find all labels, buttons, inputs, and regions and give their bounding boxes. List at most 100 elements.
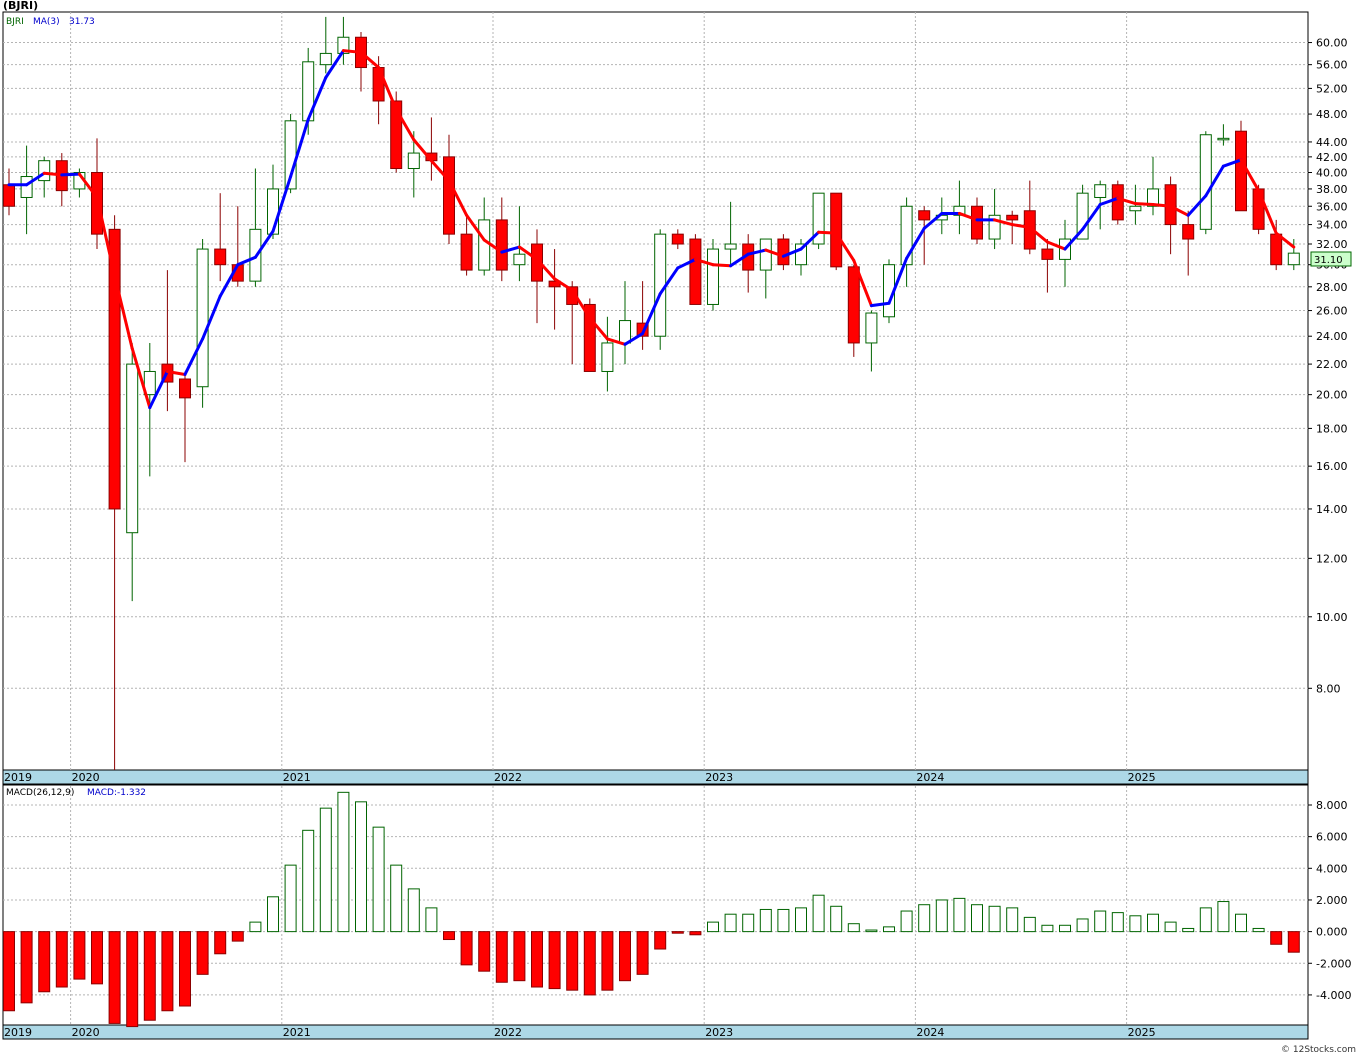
- ma-segment: [77, 172, 99, 199]
- candle: [847, 264, 860, 357]
- macd-bar: [55, 931, 68, 988]
- macd-bar: [337, 791, 350, 933]
- macd-bar: [671, 931, 684, 934]
- candle: [601, 316, 614, 392]
- price-tick-label: 22.00: [1316, 358, 1348, 371]
- macd-bar: [1182, 927, 1195, 933]
- macd-tick-label: 4.000: [1316, 862, 1348, 875]
- ma-segment: [905, 226, 926, 260]
- candle-body: [777, 238, 790, 266]
- macd-bar: [636, 931, 649, 975]
- candle: [1182, 210, 1195, 276]
- macd-bar: [284, 864, 297, 933]
- candle-body: [478, 219, 491, 271]
- candle-body: [971, 205, 983, 240]
- price-tick-label: 56.00: [1316, 59, 1348, 72]
- ma-segment: [253, 229, 275, 259]
- macd-bar: [601, 931, 614, 991]
- candle-body: [3, 184, 15, 207]
- macd-bar: [1287, 931, 1300, 953]
- ma-segment: [1028, 225, 1049, 244]
- candle-body: [319, 52, 332, 66]
- price-tick-label: 8.00: [1316, 682, 1341, 695]
- candle: [812, 192, 825, 250]
- year-label: 2021: [283, 1026, 311, 1039]
- ma-segment: [465, 213, 486, 242]
- ma-segment: [236, 255, 257, 267]
- price-tick-label: 26.00: [1316, 305, 1348, 318]
- ma-segment: [729, 252, 750, 268]
- ma-segment: [869, 301, 891, 308]
- ma-segment: [306, 76, 328, 121]
- candle-body: [707, 248, 719, 305]
- candle: [196, 239, 209, 408]
- ma-segment: [482, 238, 504, 254]
- macd-bar: [1235, 913, 1247, 933]
- ma-segment: [500, 245, 521, 254]
- ma-segment: [799, 230, 821, 251]
- ma-legend-label: MA(3): [33, 17, 60, 27]
- candle: [143, 342, 156, 477]
- macd-bar: [548, 931, 561, 990]
- year-label: 2021: [283, 771, 311, 784]
- macd-bar: [654, 931, 667, 950]
- ma-segment: [183, 337, 205, 376]
- price-tick-label: 42.00: [1316, 151, 1348, 164]
- candle: [513, 206, 526, 282]
- macd-bar: [795, 907, 807, 933]
- candle-body: [1270, 233, 1283, 266]
- macd-bar: [830, 905, 843, 933]
- macd-bar: [231, 931, 244, 942]
- macd-bar: [1164, 921, 1177, 933]
- candle-body: [583, 303, 596, 372]
- candle: [865, 310, 878, 372]
- ma-segment: [517, 245, 539, 261]
- ma-segment: [95, 195, 117, 278]
- ma-segment: [570, 288, 592, 320]
- ma-segment: [377, 66, 398, 111]
- macd-bar: [777, 908, 790, 933]
- candle: [566, 281, 579, 365]
- candle: [1023, 180, 1036, 255]
- candle: [460, 215, 473, 276]
- candle: [179, 371, 191, 463]
- ma-segment: [852, 258, 873, 308]
- macd-legend-label: MACD(26,12,9): [6, 788, 74, 798]
- year-label: 2019: [4, 771, 32, 784]
- ma-segment: [553, 277, 574, 292]
- macd-year-labels: 2019 2020 2021 2022 2023 2024 2025: [4, 1026, 1156, 1039]
- price-tick-label: 32.00: [1316, 238, 1348, 251]
- candle-body: [513, 253, 526, 266]
- price-tick-label: 10.00: [1316, 611, 1348, 624]
- macd-bar: [390, 864, 403, 933]
- macd-bar: [302, 829, 315, 933]
- price-tick-label: 12.00: [1316, 552, 1348, 565]
- ma-segment: [447, 179, 469, 217]
- candle-body: [918, 210, 931, 221]
- candle: [337, 16, 350, 65]
- year-label: 2024: [916, 771, 944, 784]
- candle: [1111, 180, 1124, 225]
- candle: [671, 229, 684, 250]
- candle-body: [407, 152, 420, 170]
- macd-bar: [161, 931, 174, 1012]
- candle: [707, 239, 719, 311]
- candle-body: [900, 205, 913, 266]
- candle-body: [812, 192, 825, 245]
- ma-segment: [1010, 223, 1032, 229]
- price-panel: [2, 11, 1309, 773]
- price-tick-label: 44.00: [1316, 136, 1348, 149]
- macd-bar: [20, 931, 33, 1004]
- macd-bar: [319, 807, 332, 933]
- ma-segment: [993, 218, 1014, 227]
- macd-bar: [531, 931, 543, 988]
- ma-segment: [1098, 196, 1120, 206]
- macd-bar: [38, 931, 51, 993]
- ma-segment: [535, 257, 557, 281]
- ma-segment: [1186, 194, 1208, 217]
- macd-bar: [1006, 907, 1019, 933]
- macd-bar: [583, 931, 596, 996]
- ma-segment: [746, 248, 768, 256]
- ma-segment: [429, 159, 451, 183]
- year-label: 2020: [72, 1026, 100, 1039]
